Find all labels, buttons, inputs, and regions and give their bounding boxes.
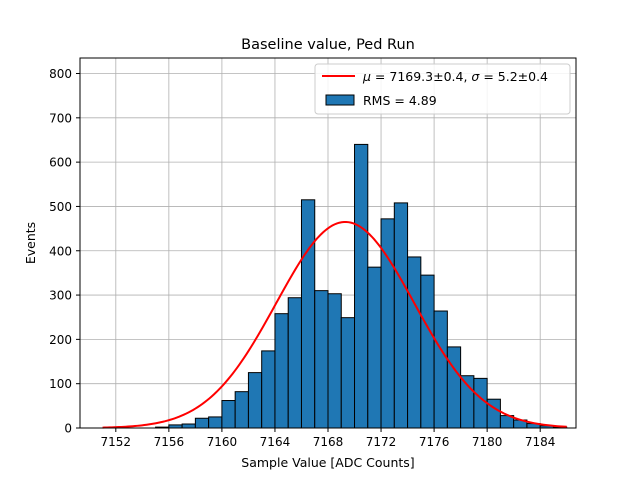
gaussian-fit-curve (102, 220, 567, 429)
histogram-bar (287, 297, 302, 429)
x-tick-label: 7152 (101, 435, 132, 449)
legend-fit-mid: = 7169.3±0.4, (371, 69, 471, 84)
histogram-bar (354, 143, 369, 429)
histogram-bar (473, 377, 488, 429)
y-tick-label: 0 (64, 422, 72, 436)
histogram-bars (155, 143, 568, 429)
chart-title: Baseline value, Ped Run (241, 37, 415, 53)
x-tick-label: 7176 (419, 435, 450, 449)
histogram-bar (261, 350, 276, 429)
histogram-bar (367, 266, 382, 429)
y-tick-label: 800 (49, 67, 72, 81)
x-axis-label: Sample Value [ADC Counts] (241, 455, 414, 470)
histogram-bar (407, 256, 422, 429)
histogram-bar (221, 400, 236, 429)
histogram-bar (420, 274, 435, 429)
x-tick-label: 7168 (313, 435, 344, 449)
x-tick-label: 7164 (260, 435, 291, 449)
x-tick-label: 7160 (207, 435, 238, 449)
legend-sigma-symbol: σ (471, 69, 480, 84)
histogram-bar (433, 310, 448, 429)
histogram-bar (247, 372, 263, 429)
y-tick-label: 100 (49, 377, 72, 391)
y-tick-label: 700 (49, 111, 72, 125)
x-tick-label: 7156 (154, 435, 185, 449)
histogram-bar (327, 293, 342, 429)
histogram-bar (340, 317, 356, 429)
legend: μ = 7169.3±0.4, σ = 5.2±0.4 RMS = 4.89 (314, 63, 571, 115)
legend-fit-tail: = 5.2±0.4 (479, 69, 548, 84)
y-tick-label: 200 (49, 333, 72, 347)
legend-box (314, 63, 571, 115)
histogram-bar (393, 202, 409, 429)
x-axis-ticks: 7152 7156 7160 7164 7168 7172 7176 7180 7184 (101, 428, 556, 449)
legend-histogram-label: RMS = 4.89 (363, 93, 437, 108)
legend-fit-label: μ = 7169.3±0.4, σ = 5.2±0.4 (362, 69, 548, 84)
y-axis-ticks: 0 100 200 300 400 500 600 700 800 (49, 67, 80, 436)
x-tick-label: 7184 (525, 435, 556, 449)
histogram-bar (446, 346, 462, 429)
y-axis-label: Events (23, 222, 38, 264)
y-tick-label: 600 (49, 156, 72, 170)
y-tick-label: 500 (49, 200, 72, 214)
histogram-bar (181, 423, 196, 429)
y-tick-label: 300 (49, 289, 72, 303)
histogram-bar (314, 290, 329, 429)
legend-mu-symbol: μ (362, 69, 371, 84)
legend-histogram-swatch (325, 94, 355, 106)
histogram-bar (274, 313, 289, 429)
histogram-bar (194, 417, 210, 429)
y-tick-label: 400 (49, 244, 72, 258)
histogram-bar (300, 199, 316, 429)
x-tick-label: 7172 (366, 435, 397, 449)
histogram-bar (234, 391, 249, 429)
x-tick-label: 7180 (472, 435, 503, 449)
histogram-bar (208, 416, 223, 429)
